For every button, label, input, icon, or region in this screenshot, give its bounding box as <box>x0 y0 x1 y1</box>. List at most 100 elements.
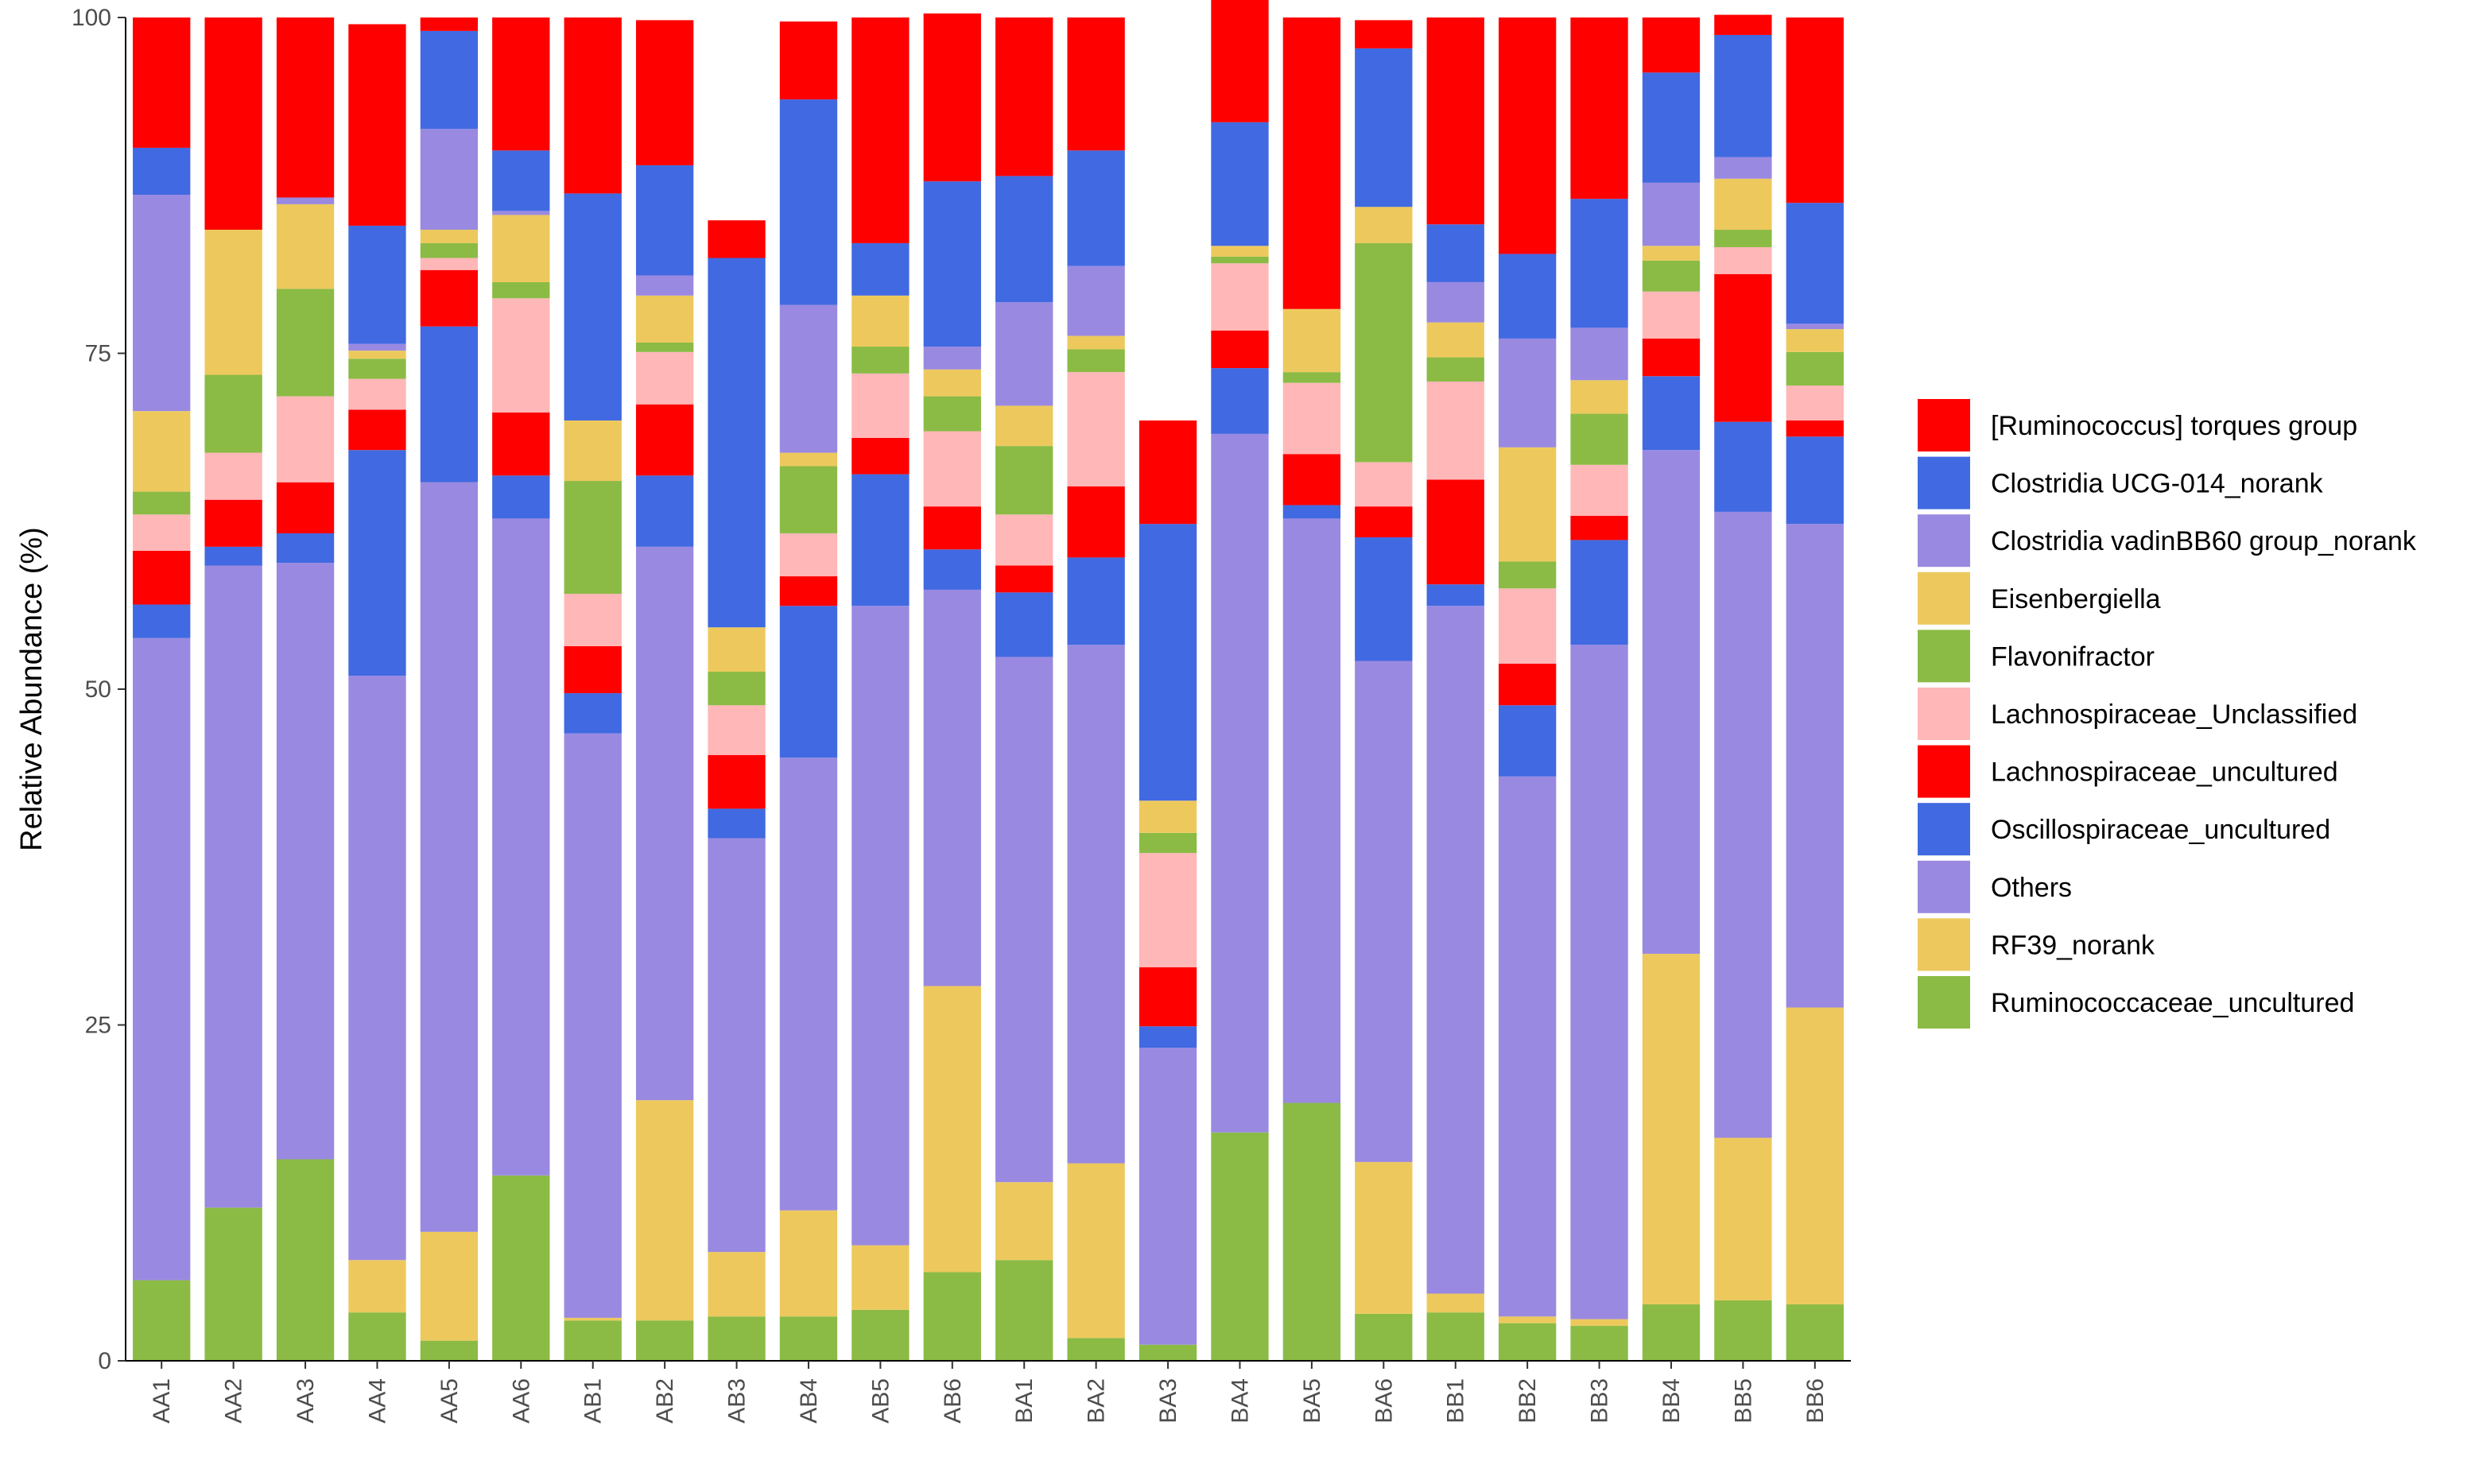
bar-segment-AA5-rf39-norank <box>420 1231 479 1341</box>
bar-segment-BA2-ruminococcaceae-uncultured <box>1067 1338 1125 1361</box>
bar-segment-AA2-flavonifractor <box>204 374 262 453</box>
bar-segment-AB2-eisenbergiella <box>635 295 694 343</box>
bar-segment-AA4-clostridia-ucg-014-norank <box>348 225 406 344</box>
bar-segment-AB6-ruminococcaceae-uncultured <box>923 1272 981 1361</box>
bar-segment-AA3-oscillospiraceae-uncultured <box>276 533 335 564</box>
bar-segment-AB3-lachnospiraceae-uncultured <box>708 754 766 809</box>
x-tick-label: AB2 <box>652 1378 678 1424</box>
bar-segment-BA1--ruminococcus-torques-group <box>995 17 1053 176</box>
bar-segment-AB1-lachnospiraceae-uncultured <box>564 645 622 694</box>
bar-segment-AB2-clostridia-ucg-014-norank <box>635 165 694 276</box>
bar-segment-AB6-eisenbergiella <box>923 369 981 397</box>
bar-segment-BA3-lachnospiraceae-unclassified <box>1139 853 1197 967</box>
bar-segment-BB3-lachnospiraceae-unclassified <box>1570 464 1628 516</box>
bar-segment-BA1-oscillospiraceae-uncultured <box>995 592 1053 657</box>
bar-segment-BA6-lachnospiraceae-unclassified <box>1355 462 1413 507</box>
x-tick-label: AA2 <box>221 1378 247 1424</box>
bar-segment-AB3-clostridia-ucg-014-norank <box>708 258 766 628</box>
bar-segment-BA3-clostridia-ucg-014-norank <box>1139 524 1197 801</box>
bar-segment-BB4-lachnospiraceae-uncultured <box>1642 338 1701 377</box>
bar-segment-BB5-flavonifractor <box>1714 230 1772 247</box>
x-tick-label: BA2 <box>1084 1378 1110 1424</box>
bar-segment-AA6-flavonifractor <box>492 281 550 299</box>
bar-segment-AA5-lachnospiraceae-unclassified <box>420 258 479 270</box>
x-tick-label: AA3 <box>293 1378 319 1424</box>
bar-segment-BB1-clostridia-ucg-014-norank <box>1426 224 1484 282</box>
bar-segment-AA5-clostridia-vadinbb60-group-norank <box>420 129 479 231</box>
bar-segment-AA4-oscillospiraceae-uncultured <box>348 450 406 676</box>
bar-segment-BB2-rf39-norank <box>1498 1316 1557 1323</box>
bar-segment-AA1-lachnospiraceae-uncultured <box>133 550 191 605</box>
bar-segment-AB3-rf39-norank <box>708 1252 766 1317</box>
bar-segment-AB4-ruminococcaceae-uncultured <box>779 1316 838 1361</box>
bar-segment-AA3-others <box>276 563 335 1160</box>
legend-label: Lachnospiraceae_Unclassified <box>1991 699 2357 730</box>
bar-segment-AB3-eisenbergiella <box>708 627 766 672</box>
bar-segment-AA5--ruminococcus-torques-group <box>420 17 479 31</box>
legend-label: Clostridia UCG-014_norank <box>1991 469 2324 499</box>
bar-segment-AB1-others <box>564 733 622 1318</box>
bar-segment-AA5-lachnospiraceae-uncultured <box>420 269 479 327</box>
bar-segment-BA3-others <box>1139 1048 1197 1345</box>
bar-segment-BB5-clostridia-vadinbb60-group-norank <box>1714 157 1772 179</box>
legend-swatch <box>1918 918 1970 971</box>
bar-segment-BA5-oscillospiraceae-uncultured <box>1282 505 1341 519</box>
bar-segment-BB2-flavonifractor <box>1498 561 1557 589</box>
bar-segment-AB4-clostridia-vadinbb60-group-norank <box>779 304 838 453</box>
bar-segment-BA2-others <box>1067 645 1125 1164</box>
bar-segment-AA2-oscillospiraceae-uncultured <box>204 546 262 566</box>
bar-segment-BA3-lachnospiraceae-uncultured <box>1139 967 1197 1027</box>
bar-segment-BA6-eisenbergiella <box>1355 207 1413 243</box>
y-tick-label: 75 <box>85 341 111 367</box>
bar-segment-BA6-others <box>1355 661 1413 1162</box>
x-tick-label: AB5 <box>867 1378 894 1424</box>
x-tick-label: BB6 <box>1802 1378 1829 1424</box>
bar-segment-BB5-others <box>1714 511 1772 1138</box>
bar-segment-AB1-eisenbergiella <box>564 420 622 482</box>
bar-segment-AA3-ruminococcaceae-uncultured <box>276 1159 335 1361</box>
bar-segment-BA5--ruminococcus-torques-group <box>1282 17 1341 309</box>
bar-segment-BB1-rf39-norank <box>1426 1293 1484 1313</box>
x-tick-label: BA5 <box>1299 1378 1325 1424</box>
bar-segment-BA6-lachnospiraceae-uncultured <box>1355 506 1413 538</box>
bar-segment-BA1-lachnospiraceae-unclassified <box>995 514 1053 566</box>
bar-segment-BA6-ruminococcaceae-uncultured <box>1355 1313 1413 1361</box>
legend-swatch <box>1918 514 1970 568</box>
bar-segment-BA1-flavonifractor <box>995 446 1053 515</box>
bar-segment-AB2-lachnospiraceae-unclassified <box>635 351 694 405</box>
bar-segment-AA2-lachnospiraceae-uncultured <box>204 499 262 547</box>
bar-segment-AA4-lachnospiraceae-unclassified <box>348 378 406 410</box>
legend-swatch <box>1918 456 1970 510</box>
bar-segment-AB1-oscillospiraceae-uncultured <box>564 693 622 734</box>
bar-segment-AB6-oscillospiraceae-uncultured <box>923 549 981 590</box>
bar-segment-BB5-rf39-norank <box>1714 1137 1772 1300</box>
y-tick-label: 0 <box>98 1348 111 1374</box>
x-tick-label: AB3 <box>724 1378 751 1424</box>
bar-segment-BB2-clostridia-ucg-014-norank <box>1498 254 1557 339</box>
legend-label: RF39_norank <box>1991 930 2155 960</box>
bar-segment-BA5-lachnospiraceae-unclassified <box>1282 382 1341 455</box>
bar-segment-BB2--ruminococcus-torques-group <box>1498 17 1557 254</box>
bar-segment-BB1-flavonifractor <box>1426 357 1484 382</box>
bar-segment-AB3-oscillospiraceae-uncultured <box>708 808 766 839</box>
x-tick-label: BB2 <box>1515 1378 1541 1424</box>
legend-swatch <box>1918 803 1970 856</box>
x-tick-label: AA6 <box>508 1378 534 1424</box>
bar-segment-BA3-oscillospiraceae-uncultured <box>1139 1026 1197 1048</box>
bar-segment-BA5-lachnospiraceae-uncultured <box>1282 454 1341 506</box>
bar-segment-AB6-lachnospiraceae-unclassified <box>923 431 981 507</box>
bar-segment-BB5-lachnospiraceae-unclassified <box>1714 246 1772 274</box>
bar-segment-AA3-lachnospiraceae-unclassified <box>276 396 335 482</box>
bar-segment-AA2-ruminococcaceae-uncultured <box>204 1207 262 1361</box>
bar-segment-AA3-eisenbergiella <box>276 203 335 289</box>
bar-segment-BA1-clostridia-vadinbb60-group-norank <box>995 302 1053 406</box>
bar-segment-BB6-others <box>1786 524 1844 1008</box>
bar-segment-AB5-lachnospiraceae-uncultured <box>851 437 910 475</box>
bar-segment-AB4-flavonifractor <box>779 466 838 533</box>
bar-segment-BA3-ruminococcaceae-uncultured <box>1139 1344 1197 1361</box>
bar-segment-BA1-eisenbergiella <box>995 405 1053 447</box>
bar-segment-BB1-lachnospiraceae-uncultured <box>1426 479 1484 585</box>
bar-segment-BB1--ruminococcus-torques-group <box>1426 17 1484 225</box>
bar-segment-BA3-eisenbergiella <box>1139 800 1197 833</box>
